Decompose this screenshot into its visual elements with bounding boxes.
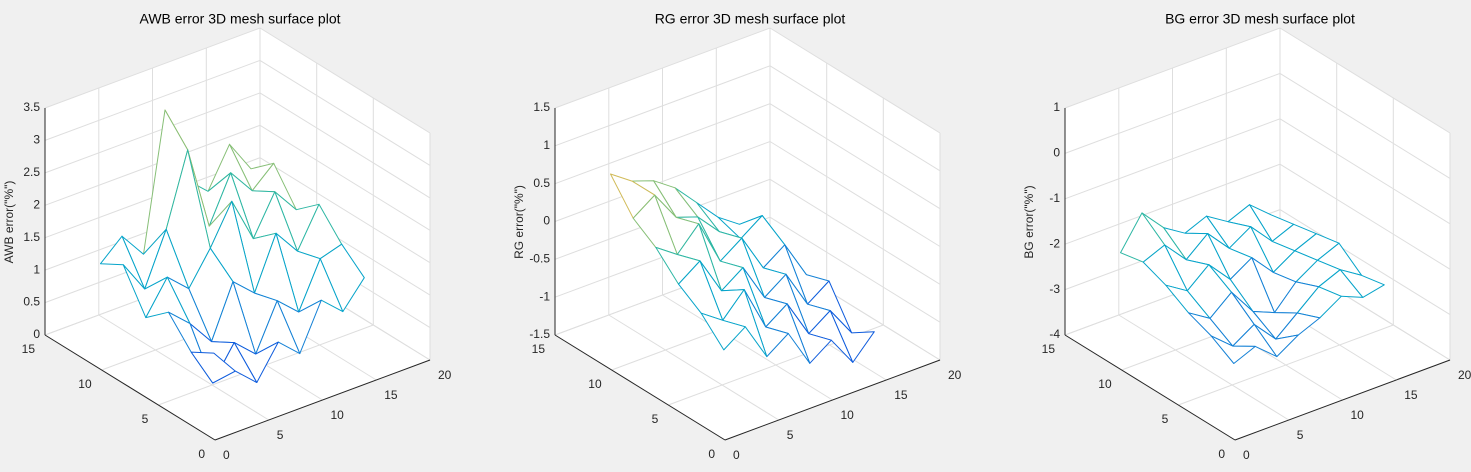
z-tick-label: -4 bbox=[1049, 327, 1060, 341]
z-tick-label: 3.5 bbox=[23, 100, 40, 114]
z-grid-line bbox=[44, 59, 431, 166]
x-axis bbox=[214, 359, 431, 441]
z-axis-label: BG error("%") bbox=[1022, 185, 1036, 258]
z-tick-label: 0.5 bbox=[533, 176, 550, 190]
x-tick-label: 10 bbox=[1351, 408, 1365, 422]
x-tick-label: 15 bbox=[894, 388, 908, 402]
z-grid-line bbox=[554, 216, 941, 323]
y-axis bbox=[1064, 334, 1236, 441]
z-tick-label: -0.5 bbox=[529, 252, 550, 266]
y-tick-label: 0 bbox=[1218, 447, 1225, 461]
y-tick-label: 0 bbox=[198, 447, 205, 461]
z-tick-label: -1.5 bbox=[529, 327, 550, 341]
x-axis bbox=[724, 359, 941, 441]
z-tick-label: 1.5 bbox=[533, 100, 550, 114]
x-tick-label: 15 bbox=[384, 388, 398, 402]
y-tick-label: 10 bbox=[78, 377, 92, 391]
chart-title: BG error 3D mesh surface plot bbox=[1165, 11, 1355, 27]
z-grid-line bbox=[44, 157, 431, 264]
mesh-cell bbox=[1210, 335, 1256, 364]
z-grid-line bbox=[1064, 72, 1451, 179]
y-axis bbox=[44, 334, 216, 441]
z-tick-label: -2 bbox=[1049, 236, 1060, 250]
z-tick-label: 2.5 bbox=[23, 165, 40, 179]
x-tick-label: 20 bbox=[438, 368, 452, 382]
z-axis-label: AWB error("%") bbox=[2, 181, 16, 264]
y-tick-label: 5 bbox=[1162, 412, 1169, 426]
z-tick-label: 1.5 bbox=[23, 230, 40, 244]
y-tick-label: 15 bbox=[22, 342, 36, 356]
z-grid-line bbox=[1064, 27, 1451, 134]
y-tick-label: 15 bbox=[1042, 342, 1056, 356]
x-tick-label: 15 bbox=[1404, 388, 1418, 402]
z-tick-label: 1 bbox=[1053, 100, 1060, 114]
y-tick-label: 5 bbox=[652, 412, 659, 426]
z-grid-line bbox=[44, 27, 431, 134]
z-grid-line bbox=[1064, 163, 1451, 270]
z-axis-label: RG error("%") bbox=[512, 185, 526, 259]
z-tick-label: 1 bbox=[33, 262, 40, 276]
x-tick-label: 0 bbox=[1243, 448, 1250, 462]
z-tick-label: 0 bbox=[543, 214, 550, 228]
z-grid-line bbox=[554, 178, 941, 285]
x-tick-label: 5 bbox=[787, 428, 794, 442]
z-tick-label: -1 bbox=[1049, 191, 1060, 205]
z-tick-label: 3 bbox=[33, 133, 40, 147]
y-tick-label: 0 bbox=[708, 447, 715, 461]
z-tick-label: 0 bbox=[1053, 146, 1060, 160]
z-grid-line bbox=[554, 103, 941, 210]
y-tick-label: 10 bbox=[588, 377, 602, 391]
z-grid-line bbox=[1064, 118, 1451, 225]
z-grid-line bbox=[554, 27, 941, 134]
chart-title: AWB error 3D mesh surface plot bbox=[140, 11, 341, 27]
z-tick-label: 0 bbox=[33, 327, 40, 341]
z-grid-line bbox=[554, 65, 941, 172]
z-tick-label: 2 bbox=[33, 197, 40, 211]
x-tick-label: 20 bbox=[1458, 368, 1471, 382]
mesh-cell bbox=[700, 312, 746, 351]
y-tick-label: 10 bbox=[1098, 377, 1112, 391]
y-axis bbox=[554, 334, 726, 441]
z-tick-label: -3 bbox=[1049, 282, 1060, 296]
y-tick-label: 5 bbox=[142, 412, 149, 426]
x-tick-label: 20 bbox=[948, 368, 962, 382]
x-tick-label: 5 bbox=[277, 428, 284, 442]
y-tick-label: 15 bbox=[532, 342, 546, 356]
x-axis bbox=[1234, 359, 1451, 441]
z-tick-label: 0.5 bbox=[23, 295, 40, 309]
x-tick-label: 5 bbox=[1297, 428, 1304, 442]
z-grid-line bbox=[44, 92, 431, 199]
z-grid-line bbox=[1064, 209, 1451, 316]
x-tick-label: 0 bbox=[733, 448, 740, 462]
z-tick-label: -1 bbox=[539, 289, 550, 303]
z-grid-line bbox=[44, 124, 431, 231]
x-tick-label: 10 bbox=[841, 408, 855, 422]
z-tick-label: 1 bbox=[543, 138, 550, 152]
x-tick-label: 0 bbox=[223, 448, 230, 462]
x-tick-label: 10 bbox=[331, 408, 345, 422]
mesh-cell bbox=[190, 351, 236, 384]
chart-title: RG error 3D mesh surface plot bbox=[655, 11, 846, 27]
